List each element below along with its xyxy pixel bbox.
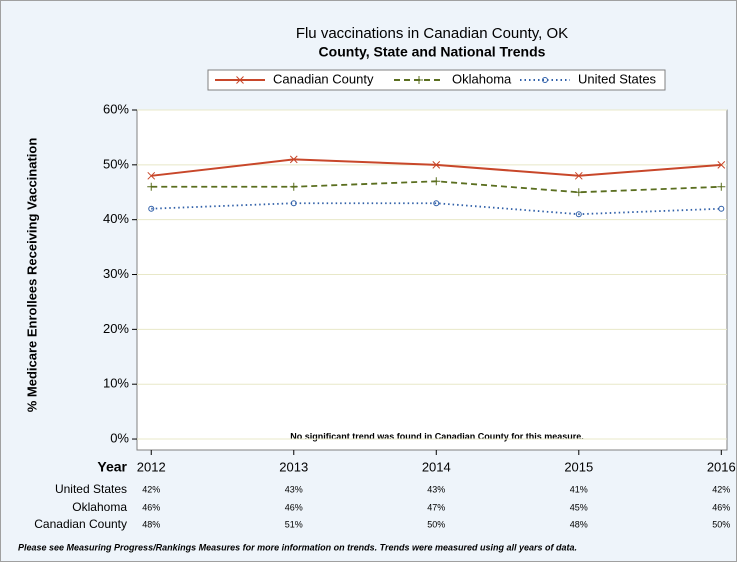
y-tick-label: 0% — [110, 430, 129, 445]
y-tick-label: 30% — [103, 266, 129, 281]
table-value: 43% — [285, 484, 303, 494]
x-tick-label: 2014 — [422, 459, 451, 474]
y-tick-label: 40% — [103, 211, 129, 226]
marker — [432, 177, 441, 186]
footnote: Please see Measuring Progress/Rankings M… — [18, 542, 577, 552]
x-tick-label: 2013 — [279, 459, 308, 474]
table-value: 46% — [142, 502, 160, 512]
legend-label: Canadian County — [273, 71, 374, 86]
legend-marker — [542, 77, 548, 83]
x-tick-label: 2016 — [707, 459, 736, 474]
marker — [717, 160, 726, 169]
table-value: 47% — [427, 502, 445, 512]
table-value: 45% — [570, 502, 588, 512]
legend-marker — [236, 76, 244, 84]
y-tick-label: 20% — [103, 321, 129, 336]
x-tick-label: 2012 — [137, 459, 166, 474]
table-value: 43% — [427, 484, 445, 494]
chart-subtitle: County, State and National Trends — [319, 44, 546, 60]
marker — [148, 205, 155, 212]
table-row-label: United States — [55, 482, 127, 496]
series-line — [151, 202, 722, 216]
legend-label: United States — [578, 71, 657, 86]
plot-area — [136, 109, 728, 451]
marker — [717, 182, 726, 191]
table-value: 42% — [712, 484, 730, 494]
annotation: No significant trend was found in Canadi… — [290, 431, 584, 441]
table-value: 50% — [427, 519, 445, 529]
table-value: 41% — [570, 484, 588, 494]
x-axis-label: Year — [97, 459, 127, 475]
y-tick-label: 60% — [103, 101, 129, 116]
table-value: 46% — [712, 502, 730, 512]
marker — [718, 205, 725, 212]
table-row-label: Oklahoma — [72, 500, 127, 514]
marker — [147, 171, 156, 180]
table-value: 50% — [712, 519, 730, 529]
table-value: 42% — [142, 484, 160, 494]
table-value: 51% — [285, 519, 303, 529]
legend-marker — [415, 76, 423, 84]
y-tick-label: 10% — [103, 376, 129, 391]
table-value: 48% — [570, 519, 588, 529]
table-value: 46% — [285, 502, 303, 512]
table-value: 48% — [142, 519, 160, 529]
marker — [289, 155, 298, 164]
table-row-label: Canadian County — [34, 517, 127, 531]
legend-label: Oklahoma — [452, 71, 512, 86]
marker — [575, 211, 582, 218]
y-axis-label: % Medicare Enrollees Receiving Vaccinati… — [24, 138, 39, 413]
marker — [289, 182, 298, 191]
chart-title: Flu vaccinations in Canadian County, OK — [296, 25, 568, 42]
marker — [432, 160, 441, 169]
marker — [574, 171, 583, 180]
x-tick-label: 2015 — [564, 459, 593, 474]
y-tick-label: 50% — [103, 156, 129, 171]
marker — [290, 200, 297, 207]
marker — [147, 182, 156, 191]
marker — [433, 200, 440, 207]
marker — [574, 188, 583, 197]
